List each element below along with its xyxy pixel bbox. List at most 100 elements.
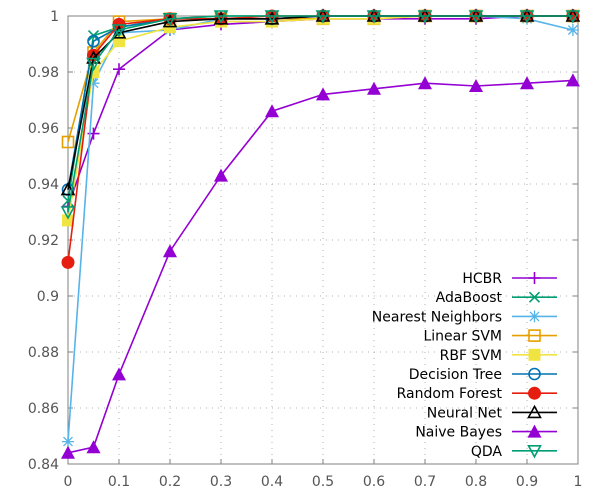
open-triangle-down-marker (86, 57, 101, 72)
y-tick-label: 0.96 (28, 121, 59, 137)
series-adaboost (62, 10, 579, 207)
open-triangle-down-marker (565, 10, 581, 24)
series-line (67, 15, 573, 207)
series-line (67, 79, 573, 454)
data-series (60, 8, 581, 459)
legend-item-nearest-neighbors: Nearest Neighbors (372, 309, 557, 325)
legend-label: Nearest Neighbors (372, 309, 502, 325)
legend-label: HCBR (462, 271, 502, 287)
y-tick-label: 1 (50, 9, 59, 25)
filled-triangle-marker (265, 104, 279, 118)
star-marker (87, 77, 100, 90)
series-qda (60, 10, 581, 220)
legend-item-neural-net: Neural Net (427, 404, 557, 421)
open-triangle-down-marker (519, 10, 535, 24)
legend-label: Naive Bayes (415, 425, 502, 441)
open-triangle-marker (60, 181, 76, 196)
x-tick-label: 0.4 (261, 474, 283, 490)
filled-triangle-marker (527, 424, 542, 438)
y-tick-label: 0.84 (28, 457, 59, 473)
filled-triangle-marker (86, 440, 101, 454)
y-tick-label: 0.98 (28, 65, 59, 81)
series-line (67, 15, 573, 190)
series-naive-bayes (61, 73, 580, 459)
star-marker (62, 435, 74, 448)
legend-item-adaboost: AdaBoost (436, 290, 557, 306)
open-triangle-down-marker (366, 10, 382, 24)
open-triangle-down-marker (468, 10, 484, 24)
legend-item-hcbr: HCBR (462, 271, 557, 287)
y-tick-label: 0.94 (28, 177, 59, 193)
y-tick-label: 0.92 (28, 233, 59, 249)
open-triangle-marker (527, 404, 542, 419)
filled-triangle-marker (367, 81, 381, 95)
x-tick-label: 0.3 (210, 474, 232, 490)
series-line (67, 15, 573, 221)
series-neural-net (60, 8, 581, 196)
x-tick-label: 0.9 (516, 474, 538, 490)
open-square-marker (61, 135, 75, 149)
open-triangle-down-marker (60, 206, 76, 220)
x-tick-label: 0.7 (414, 474, 436, 490)
star-marker (566, 24, 579, 36)
series-line (67, 15, 573, 201)
filled-circle-marker (528, 386, 541, 400)
filled-triangle-marker (316, 87, 330, 101)
legend-label: AdaBoost (436, 290, 503, 306)
series-line (67, 15, 573, 190)
open-circle-marker (87, 34, 100, 48)
legend-label: RBF SVM (440, 348, 502, 364)
series-random-forest (61, 9, 580, 269)
legend-item-qda: QDA (471, 444, 557, 460)
legend: HCBR AdaBoost Nearest Neighbors Linear SVM R… (372, 271, 557, 460)
legend-label: QDA (471, 444, 503, 460)
open-square-marker (528, 329, 541, 342)
filled-square-marker (62, 214, 74, 227)
star-marker (528, 310, 541, 323)
legend-item-random-forest: Random Forest (397, 386, 557, 402)
series-line (67, 15, 573, 263)
open-triangle-down-marker (213, 10, 229, 24)
plus-marker (113, 63, 125, 76)
filled-triangle-marker (418, 76, 432, 90)
legend-label: Random Forest (397, 386, 503, 402)
legend-label: Decision Tree (409, 367, 502, 383)
filled-circle-marker (61, 255, 75, 269)
filled-triangle-marker (565, 73, 580, 87)
series-hcbr (62, 10, 579, 213)
grid-lines (68, 16, 578, 464)
open-triangle-marker (264, 11, 280, 25)
legend-label: Linear SVM (423, 329, 502, 345)
legend-item-naive-bayes: Naive Bayes (415, 424, 557, 441)
x-tick-label: 1 (574, 474, 583, 490)
y-tick-label: 0.86 (28, 401, 59, 417)
open-triangle-down-marker (264, 10, 280, 24)
series-rbf-svm (62, 10, 579, 227)
filled-triangle-marker (112, 367, 126, 381)
filled-triangle-marker (214, 168, 228, 182)
x-tick-label: 0.5 (312, 474, 334, 490)
filled-triangle-marker (469, 79, 483, 92)
y-tick-label: 0.88 (28, 345, 59, 361)
open-triangle-down-marker (111, 24, 127, 38)
axis-ticks: 0 0.1 0.2 0.3 0.4 0.5 0.6 0.7 0.8 0.9 1 0.84 0.86 0.8… (28, 9, 583, 490)
x-tick-label: 0 (64, 474, 73, 490)
filled-triangle-marker (163, 244, 177, 258)
series-decision-tree (61, 9, 580, 196)
open-triangle-down-marker (527, 445, 542, 459)
filled-triangle-marker (61, 445, 75, 459)
open-triangle-down-marker (315, 10, 331, 24)
open-triangle-down-marker (417, 10, 433, 24)
x-tick-label: 0.2 (159, 474, 181, 490)
filled-square-marker (528, 348, 541, 361)
x-marker (528, 291, 541, 303)
filled-triangle-marker (520, 76, 534, 90)
open-triangle-marker (213, 11, 229, 25)
x-tick-label: 0.6 (363, 474, 385, 490)
open-triangle-marker (162, 13, 178, 28)
legend-item-rbf-svm: RBF SVM (440, 348, 557, 364)
legend-item-linear-svm: Linear SVM (423, 329, 557, 345)
x-tick-label: 0.1 (108, 474, 130, 490)
legend-label: Neural Net (427, 405, 503, 421)
